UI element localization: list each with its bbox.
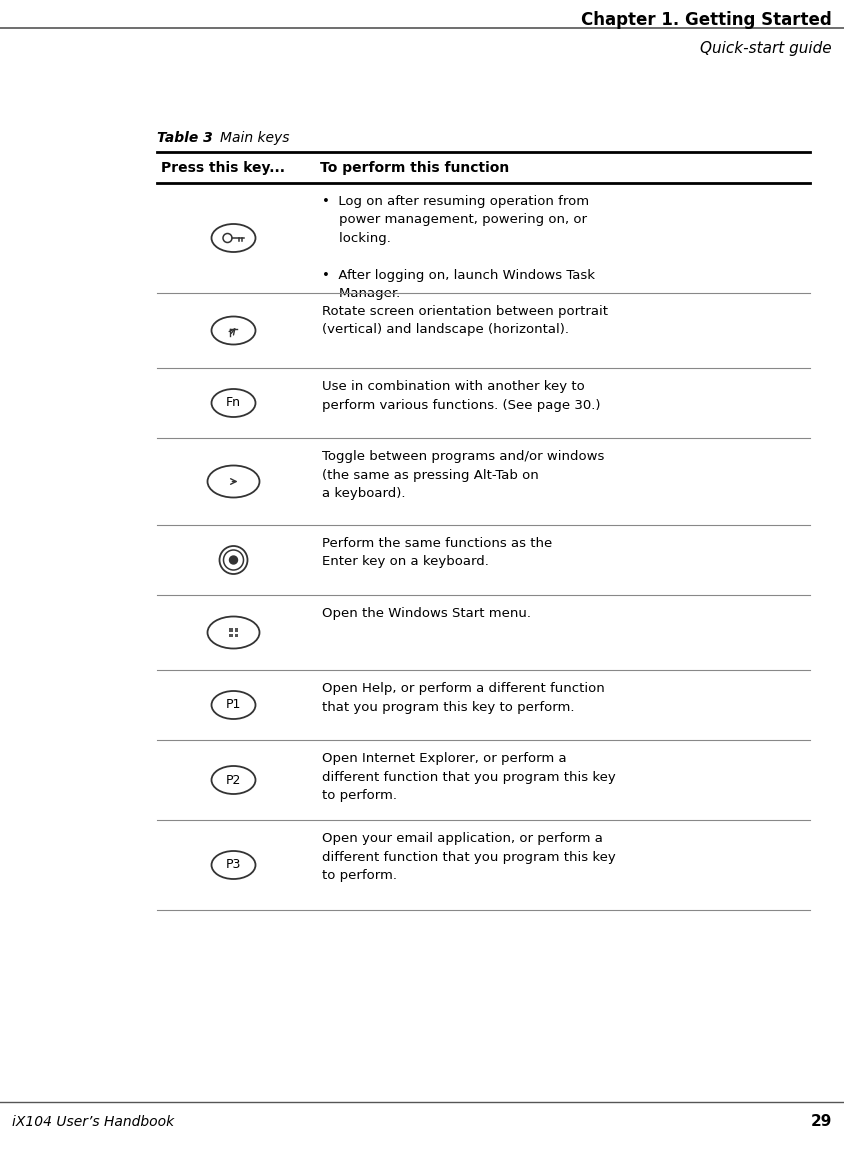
Text: P2: P2 bbox=[226, 774, 241, 787]
Ellipse shape bbox=[230, 557, 237, 563]
Text: Use in combination with another key to
perform various functions. (See page 30.): Use in combination with another key to p… bbox=[322, 379, 600, 412]
Text: Press this key...: Press this key... bbox=[161, 161, 285, 175]
Bar bbox=[229, 628, 232, 632]
Text: Rotate screen orientation between portrait
(vertical) and landscape (horizontal): Rotate screen orientation between portra… bbox=[322, 305, 608, 337]
Ellipse shape bbox=[212, 852, 256, 879]
Text: Main keys: Main keys bbox=[220, 131, 289, 145]
Ellipse shape bbox=[219, 546, 247, 574]
Text: To perform this function: To perform this function bbox=[320, 161, 509, 175]
Ellipse shape bbox=[223, 234, 232, 243]
Ellipse shape bbox=[224, 550, 244, 570]
Ellipse shape bbox=[208, 465, 259, 498]
Ellipse shape bbox=[212, 389, 256, 417]
Text: Open your email application, or perform a
different function that you program th: Open your email application, or perform … bbox=[322, 832, 616, 882]
Ellipse shape bbox=[208, 617, 259, 649]
Text: •  Log on after resuming operation from
    power management, powering on, or
  : • Log on after resuming operation from p… bbox=[322, 196, 595, 301]
Text: 29: 29 bbox=[810, 1114, 832, 1129]
Text: iX104 User’s Handbook: iX104 User’s Handbook bbox=[12, 1115, 174, 1129]
Text: Fn: Fn bbox=[226, 397, 241, 410]
Text: Chapter 1. Getting Started: Chapter 1. Getting Started bbox=[582, 12, 832, 29]
Ellipse shape bbox=[212, 224, 256, 252]
Ellipse shape bbox=[212, 691, 256, 718]
Text: Open Internet Explorer, or perform a
different function that you program this ke: Open Internet Explorer, or perform a dif… bbox=[322, 752, 616, 802]
Text: Toggle between programs and/or windows
(the same as pressing Alt-Tab on
a keyboa: Toggle between programs and/or windows (… bbox=[322, 450, 604, 500]
Text: Table 3: Table 3 bbox=[157, 131, 213, 145]
Text: Open Help, or perform a different function
that you program this key to perform.: Open Help, or perform a different functi… bbox=[322, 681, 605, 714]
Bar bbox=[229, 634, 232, 638]
Ellipse shape bbox=[212, 317, 256, 345]
Text: Quick-start guide: Quick-start guide bbox=[701, 40, 832, 56]
Text: Perform the same functions as the
Enter key on a keyboard.: Perform the same functions as the Enter … bbox=[322, 537, 552, 568]
Bar bbox=[235, 634, 238, 638]
Text: Open the Windows Start menu.: Open the Windows Start menu. bbox=[322, 607, 531, 620]
Text: P3: P3 bbox=[226, 858, 241, 871]
Bar bbox=[235, 628, 238, 632]
Text: P1: P1 bbox=[226, 699, 241, 712]
Ellipse shape bbox=[212, 766, 256, 794]
